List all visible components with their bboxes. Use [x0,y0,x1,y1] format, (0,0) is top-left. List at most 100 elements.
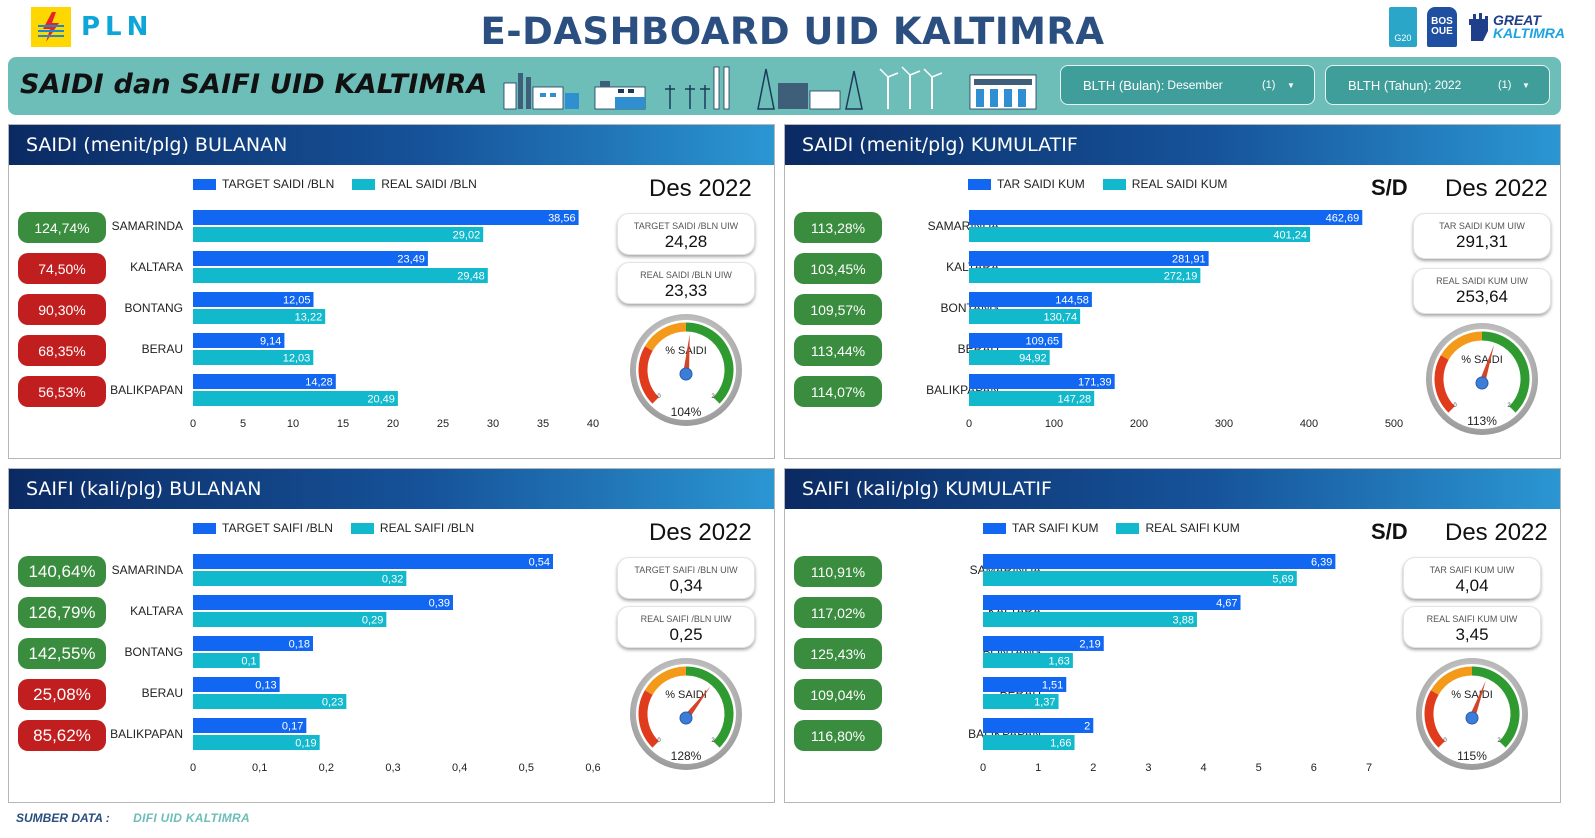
bar-chart: 462,69 401,24 281,91 272,19 144,58 130,74 109,… [966,210,1403,430]
achievement-badge: 74,50% [18,253,106,284]
kpi-card-value: 253,64 [1456,287,1508,306]
bar-real [193,612,387,627]
partner-logos: G20 BOS OUE GREAT KALTIMRA [1388,6,1565,48]
section-title: SAIDI dan SAIFI UID KALTIMRA [20,69,488,100]
gauge-max-label: 2 [1507,403,1511,409]
achievement-badge: 25,08% [18,679,106,710]
legend-label: REAL SAIFI /BLN [379,521,475,535]
category-label: BERAU [141,342,183,356]
kpi-card-value: 23,33 [664,281,708,300]
bar-value-label: 0,29 [362,615,383,627]
kpi-card: TARGET SAIDI /BLN UIW 24,28 [617,213,755,255]
year-filter-dropdown[interactable]: BLTH (Tahun): 2022 (1) ▼ [1325,65,1550,105]
x-tick-label: 40 [587,418,599,430]
x-tick-label: 15 [337,418,349,430]
gauge-chart: % SAIDI 0 2 115% [1416,658,1528,770]
legend-label: REAL SAIFI KUM [1145,521,1240,535]
data-source: SUMBER DATA : DIFI UID KALTIMRA [16,811,250,825]
bar-value-label: 3,88 [1173,615,1194,627]
bar-real [193,350,314,365]
legend-swatch [1102,178,1126,190]
legend-label: TAR SAIDI KUM [997,177,1085,191]
gauge-hub [1475,376,1489,390]
x-tick-label: 200 [1130,418,1148,430]
kpi-card-title: REAL SAIDI /BLN UIW [640,270,732,280]
panel-title: SAIFI (kali/plg) BULANAN [9,469,774,509]
achievement-badge: 125,43% [794,638,882,669]
bar-value-label: 462,69 [1326,213,1360,225]
category-label: BALIKPAPAN [110,727,183,741]
chevron-down-icon: ▼ [1287,80,1295,90]
achievement-badge: 68,35% [18,335,106,366]
gauge-band-red [638,346,659,404]
kpi-card: REAL SAIDI KUM UIW 253,64 [1413,268,1551,314]
gauge-band-red [1424,690,1445,748]
bar-chart: 0,540,320,390,290,180,10,130,230,170,190… [190,554,601,774]
legend-swatch [350,522,374,534]
gauge-min-label: 0 [1453,403,1457,409]
category-label: KALTARA [130,260,183,274]
achievement-badge: 110,91% [794,556,882,587]
period-label: Des 2022 [649,175,752,202]
achievement-badge: 124,74% [18,212,106,243]
x-tick-label: 30 [487,418,499,430]
bar-value-label: 94,92 [1019,353,1047,365]
bar-value-label: 0,32 [382,574,403,586]
legend-item: TARGET SAIDI /BLN [193,177,334,191]
legend-swatch [968,178,991,190]
kpi-card: REAL SAIDI /BLN UIW 23,33 [617,262,755,304]
panel-title: SAIDI (menit/plg) BULANAN [9,125,774,165]
bar-value-label: 6,39 [1311,557,1332,569]
gauge-band-orange [1440,331,1483,360]
category-label: BERAU [141,686,183,700]
bar-value-label: 0,39 [429,598,450,610]
x-tick-label: 400 [1300,418,1318,430]
legend-label: TARGET SAIDI /BLN [222,177,335,191]
chart-legend: TARGET SAIFI /BLN REAL SAIFI /BLN [193,521,492,535]
bar-value-label: 12,05 [283,295,311,307]
legend-label: TARGET SAIFI /BLN [222,521,333,535]
bar-target [193,636,313,651]
achievement-badge: 56,53% [18,376,106,407]
bar-target [969,374,1115,389]
legend-label: TAR SAIFI KUM [1012,521,1099,535]
bos-logo: BOS OUE [1426,7,1457,47]
bar-target [969,210,1363,225]
gauge-value-label: 128% [671,749,702,763]
kpi-card: REAL SAIFI /BLN UIW 0,25 [617,606,755,648]
bar-value-label: 130,74 [1043,312,1077,324]
legend-item: TARGET SAIFI /BLN [193,521,333,535]
achievement-badge: 142,55% [18,638,106,669]
bar-real [983,612,1197,627]
gauge-band-green [685,666,734,748]
gauge-chart: % SAIDI 0 2 113% [1426,323,1538,435]
bar-value-label: 0,54 [529,557,550,569]
bar-value-label: 0,17 [282,721,303,733]
legend-item: REAL SAIFI KUM [1116,521,1240,535]
x-tick-label: 300 [1215,418,1233,430]
gauge-needle [683,686,711,720]
legend-swatch [983,522,1006,534]
achievement-badge: 140,64% [18,556,106,587]
x-tick-label: 0 [980,762,986,774]
bar-real [193,694,347,709]
legend-item: REAL SAIFI /BLN [350,521,475,535]
source-label: SUMBER DATA : [16,811,110,825]
legend-swatch [193,522,216,534]
achievement-badge: 116,80% [794,720,882,751]
bar-target [193,677,280,692]
bar-real [983,571,1297,586]
x-tick-label: 0,3 [385,762,400,774]
panel-saifi-kumulatif: SAIFI (kali/plg) KUMULATIF TAR SAIFI KUM R… [784,468,1561,803]
bar-target [983,554,1336,569]
bar-chart: 6,39 5,69 4,67 3,88 2,19 1,63 1,51 1,37 2 1,66 0 1 2… [980,554,1372,774]
month-filter-dropdown[interactable]: BLTH (Bulan): Desember (1) ▼ [1060,65,1315,105]
gauge-band-red [638,690,659,748]
kpi-card-value: 0,34 [669,576,703,595]
kpi-card-title: REAL SAIDI KUM UIW [1436,276,1528,286]
x-tick-label: 10 [287,418,299,430]
bar-real [193,735,320,750]
gauge-needle [1479,344,1495,384]
kpi-card-value: 3,45 [1455,625,1489,644]
gauge-value-label: 113% [1467,414,1497,428]
